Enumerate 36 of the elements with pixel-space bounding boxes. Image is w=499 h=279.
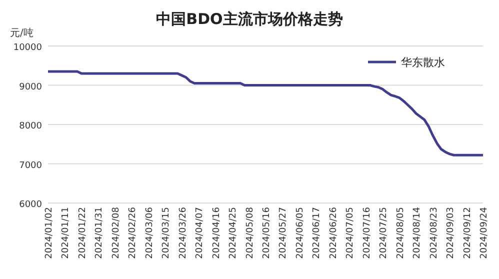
x-tick-label: 2024/07/25 xyxy=(379,207,390,259)
x-tick-label: 2024/04/25 xyxy=(228,207,239,259)
y-tick-label: 6000 xyxy=(19,200,42,210)
x-tick-label: 2024/03/15 xyxy=(162,207,172,259)
x-tick-label: 2024/09/03 xyxy=(446,207,456,259)
x-tick-label: 2024/09/24 xyxy=(480,206,490,259)
line-series xyxy=(46,70,484,156)
x-tick-label: 2024/01/11 xyxy=(61,207,72,259)
x-tick-label: 2024/06/05 xyxy=(295,207,306,259)
x-tick-label: 2024/09/12 xyxy=(462,207,473,259)
y-axis-title: 元/吨 xyxy=(10,27,34,39)
x-tick-label: 2024/03/26 xyxy=(178,206,188,259)
x-tick-label: 2024/08/05 xyxy=(396,207,406,259)
y-tick-label: 9000 xyxy=(19,82,42,92)
x-tick-label: 2024/06/17 xyxy=(312,207,322,259)
x-tick-label: 2024/08/14 xyxy=(412,206,423,259)
legend-label: 华东散水 xyxy=(401,56,445,69)
x-tick-label: 2024/05/16 xyxy=(262,206,272,259)
y-tick-label: 8000 xyxy=(19,122,42,132)
x-tick-label: 2024/07/16 xyxy=(362,206,372,259)
x-tick-label: 2024/04/07 xyxy=(195,207,206,259)
x-tick-label: 2024/02/08 xyxy=(111,206,122,259)
x-tick-label: 2024/07/05 xyxy=(346,207,356,259)
x-tick-label: 2024/01/31 xyxy=(94,207,105,259)
x-tick-label: 2024/03/06 xyxy=(144,206,155,259)
y-tick-label: 7000 xyxy=(19,160,42,171)
x-tick-label: 2024/05/08 xyxy=(245,206,256,259)
chart-title: 中国BDO主流市场价格走势 xyxy=(156,10,343,28)
x-tick-label: 2024/08/23 xyxy=(429,207,440,259)
x-tick-label: 2024/05/27 xyxy=(278,207,289,259)
x-tick-label: 2024/01/02 xyxy=(44,207,54,259)
y-tick-label: 10000 xyxy=(13,43,42,53)
x-tick-label: 2024/06/26 xyxy=(328,206,339,259)
x-tick-label: 2024/01/22 xyxy=(78,207,88,259)
x-tick-label: 2024/04/16 xyxy=(212,206,222,259)
x-tick-label: 2024/02/26 xyxy=(128,206,138,259)
